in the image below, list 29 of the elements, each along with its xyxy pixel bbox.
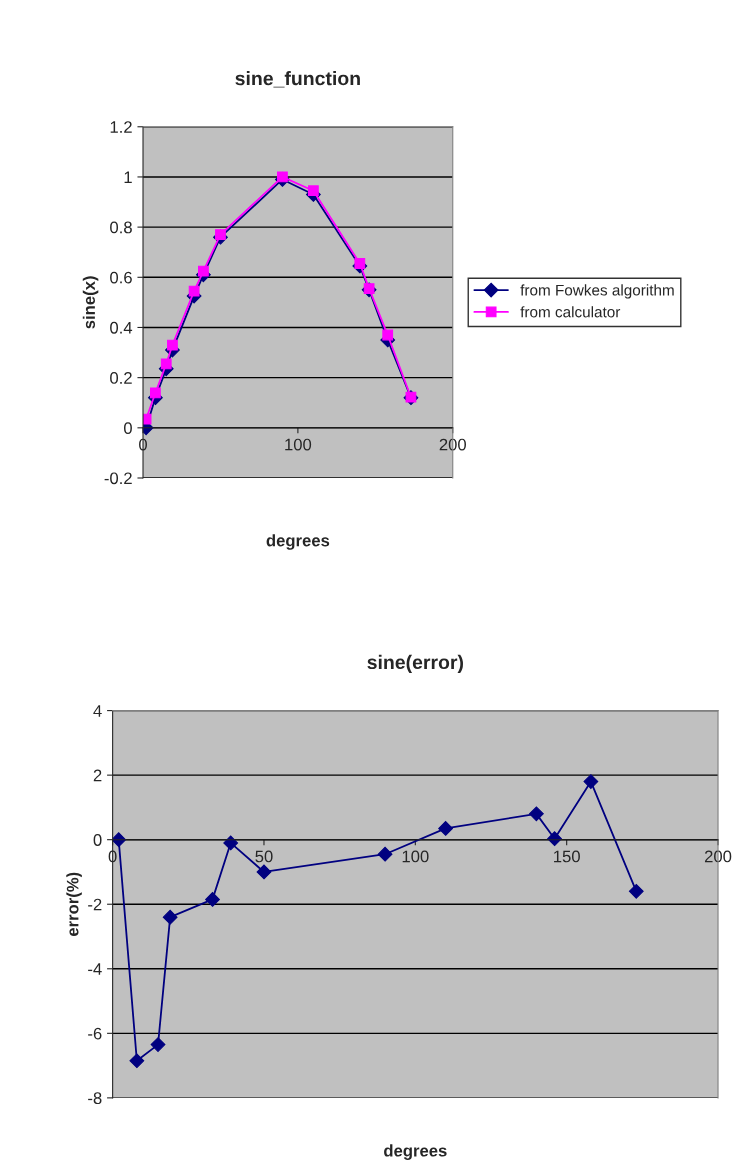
- x-tick-label: 200: [704, 850, 732, 863]
- y-tick-label: 0.8: [110, 221, 132, 234]
- y-tick-label: 0.4: [110, 321, 133, 334]
- y-tick-label: -8: [88, 1092, 102, 1105]
- y-tick-label: 0.2: [110, 372, 132, 384]
- x-tick-label: 200: [439, 438, 466, 451]
- y-tick-label: 4: [93, 705, 102, 717]
- chart-title: sine_function: [235, 71, 360, 88]
- y-tick-label: 1: [124, 171, 132, 183]
- y-axis-title: error(%): [66, 872, 82, 936]
- y-tick-label: -2: [88, 898, 102, 911]
- chart-title: sine(error): [367, 654, 463, 673]
- y-tick-label: 2: [93, 769, 102, 782]
- x-axis-title: degrees: [266, 534, 330, 550]
- y-tick-label: -0.2: [104, 472, 132, 485]
- y-tick-label: -4: [88, 963, 102, 975]
- legend-label: from calculator: [520, 306, 621, 318]
- x-axis-title: degrees: [384, 1144, 447, 1160]
- y-tick-label: 0.6: [110, 271, 132, 284]
- x-tick-label: 100: [402, 850, 429, 863]
- x-tick-label: 150: [554, 850, 580, 863]
- y-axis-title: sine(x): [82, 276, 99, 329]
- y-tick-label: 1.2: [110, 121, 132, 133]
- y-tick-label: -6: [88, 1027, 102, 1040]
- legend-label: from Fowkes algorithm: [520, 284, 674, 299]
- y-tick-label: 0: [123, 422, 132, 435]
- x-tick-label: 50: [255, 850, 273, 863]
- x-tick-label: 100: [285, 438, 312, 451]
- y-tick-label: 0: [93, 834, 102, 846]
